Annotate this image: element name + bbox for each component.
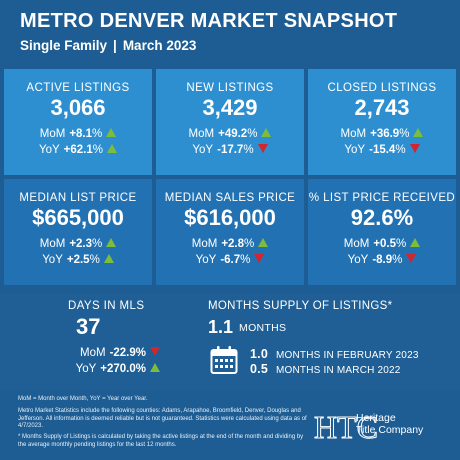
separator: |	[113, 38, 117, 53]
logo-line-2: Title Company	[356, 424, 424, 436]
calendar-icon	[210, 346, 238, 374]
metric-label: ACTIVE LISTINGS	[26, 82, 130, 94]
logo-line-1: Heritage	[356, 412, 396, 424]
metric-list-price-received: % LIST PRICE RECEIVED 92.6% MoM +0.5% YoY…	[308, 179, 456, 285]
logo-text: Heritage Title Company	[356, 412, 423, 436]
down-arrow-icon	[257, 144, 268, 154]
up-arrow-icon	[261, 128, 272, 138]
up-arrow-icon	[106, 238, 117, 248]
days-in-mls-label: DAYS IN MLS	[68, 300, 145, 312]
logo-monogram: HTC	[314, 409, 378, 445]
up-arrow-icon	[410, 238, 421, 248]
footnote-legend: MoM = Month over Month, YoY = Year over …	[18, 396, 148, 402]
yoy-stat: YoY -15.4%	[308, 142, 456, 158]
yoy-stat: YoY +2.5%	[4, 252, 152, 268]
down-arrow-icon	[150, 347, 160, 357]
period-label: March 2023	[122, 38, 197, 53]
metric-value: 3,066	[50, 95, 106, 120]
company-logo: HTC	[314, 409, 379, 446]
days-in-mls-value: 37	[76, 314, 101, 339]
months-supply-value: 1.1 MONTHS	[208, 317, 287, 337]
bottom-panel	[0, 293, 460, 391]
down-arrow-icon	[406, 254, 417, 264]
metric-label: % LIST PRICE RECEIVED	[308, 192, 456, 204]
metric-closed-listings: CLOSED LISTINGS 2,743 MoM +36.9% YoY -15.4…	[308, 69, 456, 175]
up-arrow-icon	[107, 144, 118, 154]
months-supply-unit: MONTHS	[239, 322, 287, 335]
metric-median-sales-price: MEDIAN SALES PRICE $616,000 MoM +2.8% YoY…	[156, 179, 304, 285]
metric-label: NEW LISTINGS	[186, 82, 274, 94]
up-arrow-icon	[103, 254, 114, 264]
metric-value: $665,000	[32, 205, 124, 230]
yoy-stat: YoY -6.7%	[156, 252, 304, 268]
metric-median-list-price: MEDIAN LIST PRICE $665,000 MoM +2.3% YoY +…	[4, 179, 152, 285]
mom-stat: MoM +36.9%	[308, 126, 456, 142]
down-arrow-icon	[409, 144, 420, 154]
days-in-mls-stats: MoM -22.9% YoY +270.0%	[62, 345, 160, 377]
mom-stat: MoM -22.9%	[62, 345, 160, 361]
up-arrow-icon	[413, 128, 424, 138]
months-supply-comparison: 0.5 MONTHS IN MARCH 2022	[250, 362, 401, 376]
mom-stat: MoM +49.2%	[156, 126, 304, 142]
metric-label: MEDIAN LIST PRICE	[19, 192, 137, 204]
metric-value: 92.6%	[350, 205, 414, 230]
metric-value: 3,429	[202, 95, 258, 120]
page-title: METRO DENVER MARKET SNAPSHOT	[20, 10, 398, 32]
footer	[0, 391, 460, 460]
metric-active-listings: ACTIVE LISTINGS 3,066 MoM +8.1% YoY +62.1%	[4, 69, 152, 175]
header: METRO DENVER MARKET SNAPSHOT Single Fami…	[0, 0, 460, 62]
footnote-supply: * Months Supply of Listings is calculate…	[18, 434, 304, 448]
mom-stat: MoM +2.3%	[4, 236, 152, 252]
mom-stat: MoM +0.5%	[308, 236, 456, 252]
metric-value: 2,743	[354, 95, 410, 120]
yoy-stat: YoY -17.7%	[156, 142, 304, 158]
up-arrow-icon	[150, 363, 160, 373]
yoy-stat: YoY +62.1%	[4, 142, 152, 158]
up-arrow-icon	[258, 238, 269, 248]
up-arrow-icon	[106, 128, 117, 138]
metrics-grid: ACTIVE LISTINGS 3,066 MoM +8.1% YoY +62.1%…	[0, 69, 460, 293]
segment-label: Single Family	[20, 38, 108, 53]
yoy-stat: YoY +270.0%	[62, 361, 160, 377]
page-subtitle: Single Family | March 2023	[20, 38, 196, 53]
metric-label: CLOSED LISTINGS	[327, 82, 437, 94]
metric-new-listings: NEW LISTINGS 3,429 MoM +49.2% YoY -17.7%	[156, 69, 304, 175]
mom-stat: MoM +2.8%	[156, 236, 304, 252]
mom-stat: MoM +8.1%	[4, 126, 152, 142]
months-supply-label: MONTHS SUPPLY OF LISTINGS*	[208, 300, 393, 312]
footnote-disclaimer: Metro Market Statistics include the foll…	[18, 408, 307, 429]
down-arrow-icon	[254, 254, 265, 264]
yoy-stat: YoY -8.9%	[308, 252, 456, 268]
metric-label: MEDIAN SALES PRICE	[164, 192, 296, 204]
metric-value: $616,000	[184, 205, 276, 230]
months-supply-comparison: 1.0 MONTHS IN FEBRUARY 2023	[250, 347, 419, 361]
